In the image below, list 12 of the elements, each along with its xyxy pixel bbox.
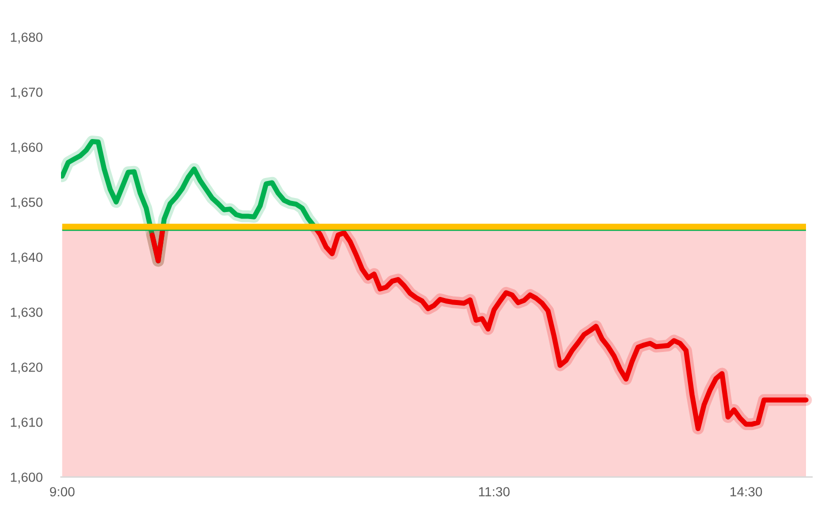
y-tick-label: 1,660 [10, 142, 42, 154]
y-tick-label: 1,610 [10, 418, 42, 428]
y-tick-label: 1,650 [10, 198, 42, 208]
y-tick-label: 1,630 [10, 308, 42, 318]
y-tick-label: 1,640 [10, 252, 42, 264]
y-tick-label: 1,670 [10, 88, 42, 98]
x-tick-label: 9:00 [50, 487, 75, 496]
x-tick-label: 14:30 [730, 487, 762, 496]
y-tick-label: 1,600 [10, 472, 42, 484]
y-tick-label: 1,680 [10, 32, 42, 44]
y-tick-label: 1,620 [10, 362, 42, 374]
x-tick-label: 11:30 [479, 487, 510, 496]
